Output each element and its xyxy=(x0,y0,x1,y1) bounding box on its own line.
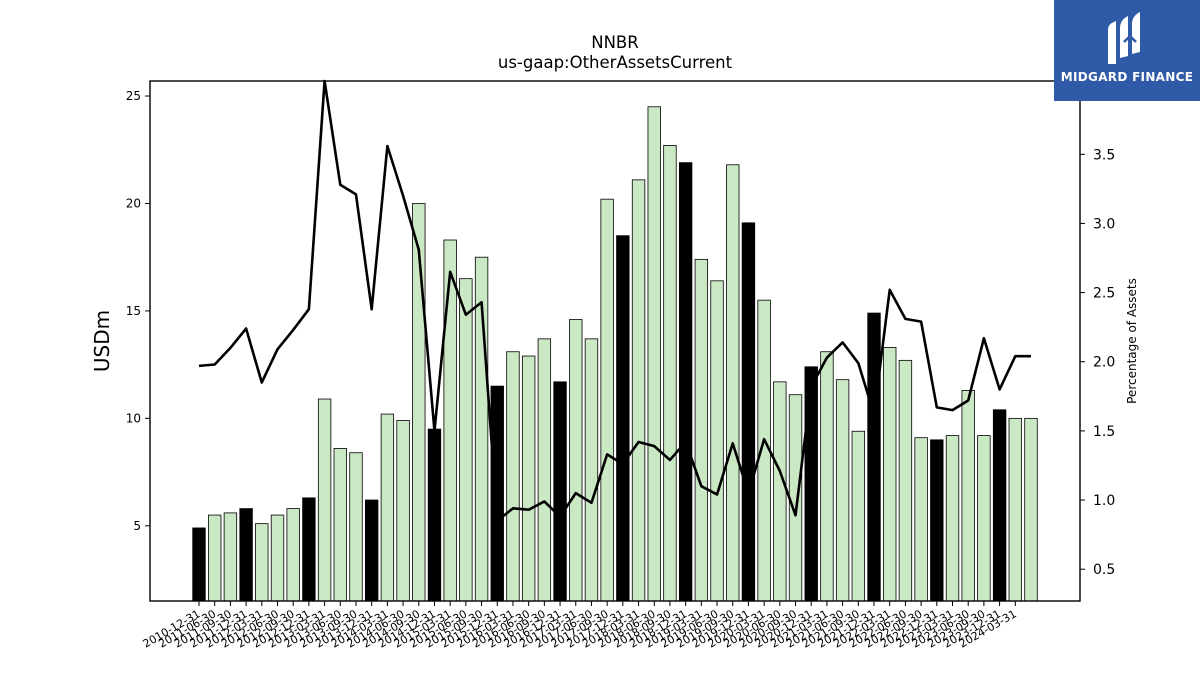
bar xyxy=(678,162,693,602)
bar xyxy=(255,523,269,602)
bar xyxy=(726,164,740,602)
y-tick-label: 25 xyxy=(126,89,141,103)
y2-tick-label: 3.0 xyxy=(1093,216,1115,232)
bar xyxy=(631,179,646,602)
bar xyxy=(506,351,520,602)
y2-axis-label: Percentage of Assets xyxy=(1125,278,1139,404)
bar xyxy=(867,312,881,602)
bar xyxy=(883,347,897,602)
bar xyxy=(208,514,222,602)
bar xyxy=(851,430,865,602)
y2-tick-label: 2.5 xyxy=(1093,286,1115,302)
bar xyxy=(977,435,991,602)
y2-tick-label: 1.5 xyxy=(1093,424,1115,440)
y2-tick-label: 0.5 xyxy=(1093,562,1115,578)
bar xyxy=(616,235,630,602)
bar xyxy=(364,499,379,602)
bar xyxy=(443,239,457,602)
chart-title: NNBR xyxy=(591,33,638,52)
y-axis-label: USDm xyxy=(90,310,114,372)
bar xyxy=(741,222,756,602)
bar xyxy=(788,394,803,602)
bar xyxy=(569,319,583,602)
bar xyxy=(317,398,332,602)
left-y-axis: 5 10 15 20 25 xyxy=(126,89,150,533)
bar xyxy=(914,437,928,602)
bar xyxy=(396,420,410,602)
bar xyxy=(333,448,347,602)
bar xyxy=(992,409,1007,602)
bar xyxy=(223,512,238,602)
bar xyxy=(961,390,975,602)
y-tick-label: 15 xyxy=(126,304,141,318)
x-axis: 2010-12-312011-06-302011-09-302011-12-31… xyxy=(141,601,1019,651)
bar xyxy=(647,106,661,602)
chart-subtitle: us-gaap:OtherAssetsCurrent xyxy=(498,53,733,72)
bar xyxy=(521,355,536,602)
brand-logo: MIDGARD FINANCE xyxy=(1054,0,1200,101)
bar xyxy=(945,435,960,602)
y2-tick-label: 1.0 xyxy=(1093,493,1115,509)
right-y-axis: 0.5 1.0 1.5 2.0 2.5 3.0 3.5 xyxy=(1080,147,1115,578)
plot-frame xyxy=(149,80,1081,602)
midgard-m-logo-icon xyxy=(1108,12,1140,64)
bar xyxy=(380,413,395,602)
bar xyxy=(537,338,552,602)
bar xyxy=(192,527,206,602)
bar xyxy=(490,385,504,602)
series-line xyxy=(198,79,1031,523)
brand-name: MIDGARD FINANCE xyxy=(1060,70,1194,84)
bar xyxy=(600,198,614,602)
bar xyxy=(239,508,253,602)
bar xyxy=(835,379,850,602)
bar-series xyxy=(192,106,1038,602)
y2-tick-label: 2.0 xyxy=(1093,355,1115,371)
y-tick-label: 20 xyxy=(126,196,141,210)
bar xyxy=(1024,417,1038,602)
bar xyxy=(553,381,567,602)
bar xyxy=(820,351,834,602)
bar xyxy=(930,439,944,602)
bar xyxy=(898,359,913,602)
bar xyxy=(584,338,599,602)
bar xyxy=(773,381,787,602)
y2-tick-label: 3.5 xyxy=(1093,147,1115,163)
bar xyxy=(349,452,363,602)
bar xyxy=(1008,417,1022,602)
bar xyxy=(270,514,285,602)
y-tick-label: 10 xyxy=(126,411,141,425)
y-tick-label: 5 xyxy=(133,519,141,533)
bar xyxy=(804,366,818,602)
bar xyxy=(427,428,442,602)
bar xyxy=(459,278,473,602)
bar xyxy=(286,508,300,602)
bar xyxy=(302,497,316,602)
bar xyxy=(710,280,724,602)
bar xyxy=(663,145,677,602)
bar xyxy=(694,258,709,602)
line-series xyxy=(198,79,1031,523)
